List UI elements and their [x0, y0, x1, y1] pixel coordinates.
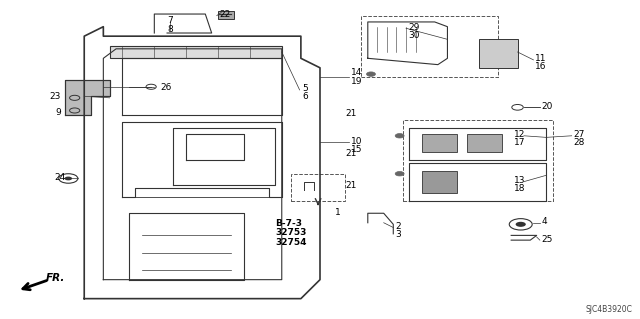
Text: 20: 20: [541, 102, 553, 111]
Text: 19: 19: [351, 77, 362, 85]
Text: 26: 26: [161, 83, 172, 92]
Circle shape: [395, 172, 404, 176]
Text: 23: 23: [49, 93, 61, 101]
Text: 14: 14: [351, 68, 362, 77]
Text: B-7-3: B-7-3: [275, 219, 302, 228]
Text: 10: 10: [351, 137, 362, 146]
Circle shape: [395, 134, 404, 138]
Text: 27: 27: [573, 130, 585, 139]
Text: SJC4B3920C: SJC4B3920C: [586, 306, 632, 315]
Circle shape: [367, 72, 376, 76]
Text: 5: 5: [302, 84, 308, 93]
Text: 21: 21: [345, 181, 356, 190]
Text: 32754: 32754: [275, 238, 307, 247]
Text: FR.: FR.: [46, 273, 65, 283]
Bar: [467, 134, 502, 152]
Text: 30: 30: [408, 31, 419, 40]
Text: 7: 7: [167, 17, 173, 26]
Bar: [109, 46, 282, 58]
Circle shape: [65, 177, 72, 180]
Text: 18: 18: [515, 184, 526, 193]
Bar: [479, 39, 518, 68]
Bar: [422, 171, 457, 193]
Bar: [362, 16, 499, 77]
Polygon shape: [65, 80, 109, 115]
Text: 11: 11: [536, 54, 547, 63]
Bar: [291, 174, 346, 201]
Text: 12: 12: [515, 130, 526, 139]
Text: 1: 1: [335, 208, 341, 217]
Text: 9: 9: [55, 108, 61, 117]
Text: 21: 21: [345, 149, 356, 158]
Text: 13: 13: [515, 176, 526, 185]
Text: 29: 29: [408, 23, 419, 32]
Text: 4: 4: [541, 217, 547, 226]
Text: 25: 25: [541, 235, 553, 244]
Text: 17: 17: [515, 138, 526, 147]
Bar: [218, 11, 234, 19]
Text: 21: 21: [345, 108, 356, 117]
Text: 16: 16: [536, 62, 547, 71]
Text: 32753: 32753: [275, 228, 307, 237]
Text: 8: 8: [167, 25, 173, 34]
Text: 3: 3: [395, 230, 401, 239]
Text: 24: 24: [54, 173, 65, 182]
Text: 6: 6: [302, 92, 308, 101]
Text: 28: 28: [573, 138, 585, 147]
Text: 2: 2: [395, 222, 401, 231]
Circle shape: [516, 222, 526, 227]
Bar: [403, 120, 552, 201]
Bar: [422, 134, 457, 152]
Text: 15: 15: [351, 145, 362, 153]
Text: 22: 22: [220, 10, 230, 19]
